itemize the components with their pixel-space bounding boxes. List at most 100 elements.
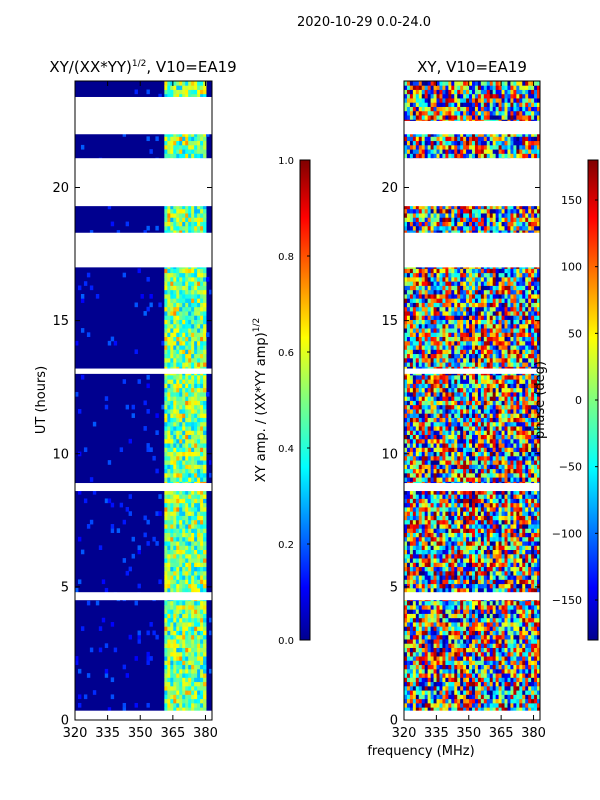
heatmap-cell bbox=[439, 698, 443, 704]
heatmap-cell bbox=[167, 336, 171, 342]
heatmap-cell bbox=[167, 417, 171, 423]
heatmap-cell bbox=[203, 140, 207, 146]
heatmap-cell bbox=[531, 519, 535, 525]
heatmap-cell bbox=[146, 630, 150, 636]
heatmap-cell bbox=[167, 660, 171, 666]
heatmap-cell bbox=[167, 221, 171, 227]
heatmap-cell bbox=[430, 528, 434, 533]
heatmap-cell bbox=[495, 681, 500, 687]
heatmap-cell bbox=[537, 562, 541, 568]
heatmap-cell bbox=[194, 315, 198, 320]
heatmap-cell bbox=[537, 622, 541, 627]
heatmap-cell bbox=[176, 140, 180, 146]
heatmap-cell bbox=[474, 600, 479, 606]
heatmap-cell bbox=[182, 357, 186, 363]
heatmap-cell bbox=[528, 507, 532, 512]
heatmap-cell bbox=[164, 136, 168, 142]
heatmap-cell bbox=[197, 328, 201, 333]
heatmap-cell bbox=[191, 660, 195, 666]
heatmap-cell bbox=[173, 353, 177, 359]
heatmap-cell bbox=[170, 562, 174, 568]
heatmap-cell bbox=[185, 698, 189, 704]
heatmap-cell bbox=[448, 570, 452, 576]
heatmap-cell bbox=[179, 319, 183, 325]
heatmap-cell bbox=[528, 579, 532, 585]
heatmap-cell bbox=[522, 545, 526, 550]
heatmap-cell bbox=[164, 673, 168, 678]
heatmap-cell bbox=[188, 213, 192, 218]
heatmap-cell bbox=[466, 604, 470, 610]
heatmap-cell bbox=[191, 208, 195, 214]
heatmap-cell bbox=[167, 477, 171, 482]
heatmap-cell bbox=[457, 639, 461, 644]
heatmap-cell bbox=[191, 698, 195, 704]
heatmap-cell bbox=[412, 562, 417, 568]
heatmap-cell bbox=[110, 524, 115, 529]
heatmap-cell bbox=[188, 93, 192, 99]
heatmap-cell bbox=[433, 622, 437, 627]
heatmap-cell bbox=[197, 698, 201, 704]
heatmap-cell bbox=[197, 400, 201, 406]
heatmap-cell bbox=[430, 626, 434, 631]
heatmap-cell bbox=[194, 421, 198, 427]
heatmap-cell bbox=[501, 681, 505, 687]
heatmap-cell bbox=[516, 647, 520, 653]
heatmap-cell bbox=[525, 626, 529, 631]
heatmap-cell bbox=[445, 511, 449, 516]
heatmap-cell bbox=[194, 455, 198, 461]
heatmap-cell bbox=[519, 583, 523, 589]
heatmap-cell bbox=[182, 583, 186, 589]
heatmap-cell bbox=[466, 698, 470, 704]
heatmap-cell bbox=[442, 477, 446, 482]
heatmap-cell bbox=[170, 272, 174, 278]
heatmap-cell bbox=[75, 587, 79, 593]
heatmap-cell bbox=[439, 558, 443, 563]
heatmap-cell bbox=[430, 583, 434, 589]
heatmap-cell bbox=[200, 434, 204, 440]
heatmap-cell bbox=[200, 707, 204, 712]
heatmap-cell bbox=[191, 132, 195, 137]
heatmap-cell bbox=[409, 651, 414, 657]
heatmap-cell bbox=[167, 421, 171, 427]
heatmap-cell bbox=[501, 519, 505, 525]
heatmap-cell bbox=[507, 600, 511, 606]
heatmap-cell bbox=[433, 549, 437, 555]
heatmap-cell bbox=[194, 140, 198, 146]
heatmap-cell bbox=[483, 583, 488, 589]
heatmap-cell bbox=[477, 502, 482, 508]
heatmap-cell bbox=[486, 622, 491, 627]
heatmap-cell bbox=[164, 545, 168, 550]
heatmap-cell bbox=[137, 549, 141, 555]
heatmap-cell bbox=[173, 656, 177, 661]
heatmap-cell bbox=[197, 81, 201, 86]
heatmap-cell bbox=[522, 566, 526, 572]
heatmap-cell bbox=[501, 579, 505, 585]
heatmap-cell bbox=[185, 294, 189, 299]
heatmap-cell bbox=[436, 570, 440, 576]
heatmap-cell bbox=[507, 511, 511, 516]
heatmap-cell bbox=[418, 698, 423, 704]
heatmap-cell bbox=[430, 673, 434, 678]
heatmap-cell bbox=[188, 626, 192, 631]
heatmap-cell bbox=[194, 472, 198, 478]
heatmap-cell bbox=[477, 489, 482, 495]
heatmap-cell bbox=[134, 600, 138, 606]
heatmap-cell bbox=[495, 622, 500, 627]
heatmap-cell bbox=[418, 558, 423, 563]
heatmap-cell bbox=[98, 647, 103, 653]
heatmap-cell bbox=[451, 643, 455, 648]
heatmap-cell bbox=[197, 502, 201, 508]
heatmap-cell bbox=[454, 677, 458, 683]
heatmap-cell bbox=[197, 656, 201, 661]
heatmap-cell bbox=[197, 626, 201, 631]
heatmap-cell bbox=[200, 579, 204, 585]
heatmap-cell bbox=[463, 613, 467, 619]
heatmap-cell bbox=[436, 668, 440, 674]
heatmap-cell bbox=[197, 306, 201, 312]
heatmap-cell bbox=[122, 379, 127, 384]
heatmap-cell bbox=[466, 634, 470, 640]
heatmap-cell bbox=[176, 579, 180, 585]
heatmap-cell bbox=[531, 694, 535, 700]
heatmap-cell bbox=[188, 630, 192, 636]
heatmap-cell bbox=[176, 562, 180, 568]
